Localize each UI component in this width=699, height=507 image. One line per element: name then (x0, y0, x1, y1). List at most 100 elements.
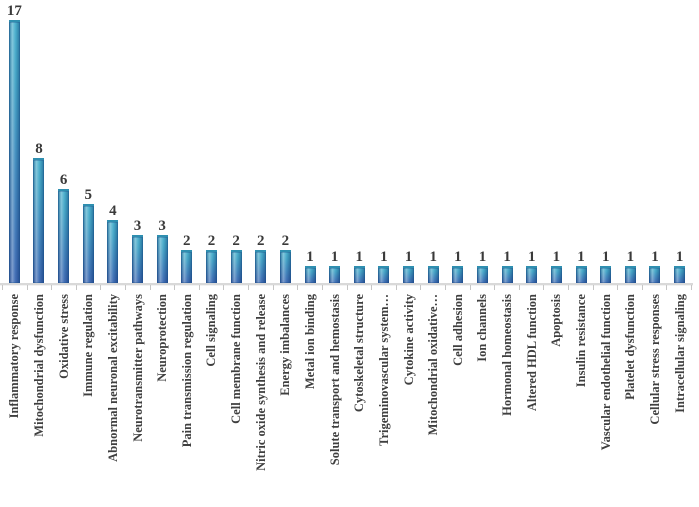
category-label-cell: Oxidative stress (51, 291, 76, 507)
category-label: Pain transmission regulation (179, 294, 194, 448)
category-label: Abnormal neuronal excitability (105, 294, 120, 462)
category-label-cell: Cytoskeletal structure (347, 291, 372, 507)
category-label-cell: Cell adhesion (446, 291, 471, 507)
bar-slot: 1 (298, 0, 323, 283)
bar-value-label: 1 (454, 249, 462, 265)
plot-area: 17 8 6 5 4 3 3 2 2 2 2 2 1 1 1 1 1 1 1 1 1 1 1 1 1 1 1 1 (2, 0, 692, 283)
x-axis-ticks (2, 285, 693, 290)
bar-value-label: 1 (503, 249, 511, 265)
bar-slot: 8 (27, 0, 52, 283)
bar (181, 250, 193, 283)
bar-slot: 1 (421, 0, 446, 283)
axis-tick (471, 285, 496, 290)
bar-value-label: 1 (380, 249, 388, 265)
bar (329, 266, 341, 283)
bar-slot: 1 (667, 0, 692, 283)
category-label: Oxidative stress (56, 294, 71, 379)
axis-tick (544, 285, 570, 290)
bar-slot: 6 (51, 0, 76, 283)
bar-slot: 2 (273, 0, 298, 283)
category-label: Insulin resistance (574, 294, 589, 388)
category-label-cell: Hormonal homeostasis (495, 291, 520, 507)
bar-slot: 1 (322, 0, 347, 283)
bar-value-label: 1 (355, 249, 364, 265)
category-label: Nitric oxide synthesis and release (253, 294, 268, 471)
category-label-cell: Nitric oxide synthesis and release (248, 291, 273, 507)
bar (674, 266, 686, 283)
axis-tick (643, 285, 668, 290)
bar-slot: 17 (2, 0, 27, 283)
category-label: Apoptosis (549, 294, 564, 347)
bar-value-label: 2 (281, 233, 290, 249)
category-label: Ion channels (475, 294, 490, 362)
bar-slot: 1 (396, 0, 421, 283)
category-label: Platelet dysfunction (623, 294, 638, 400)
bar (624, 266, 636, 283)
bar-value-label: 1 (429, 249, 437, 265)
category-label-cell: Pain transmission regulation (174, 291, 199, 507)
bar (156, 235, 168, 283)
bar-slot: 1 (372, 0, 397, 283)
bar (33, 158, 45, 283)
bar-slot: 1 (495, 0, 520, 283)
bar-slot: 1 (519, 0, 544, 283)
bar-value-label: 17 (6, 3, 22, 19)
bar (452, 266, 464, 283)
bar (403, 266, 415, 283)
category-label-cell: Cell membrane function (224, 291, 249, 507)
bar-value-label: 3 (133, 218, 142, 234)
bar-value-label: 4 (109, 203, 117, 219)
category-label-cell: Altered HDL function (519, 291, 544, 507)
category-label: Neuroprotection (155, 294, 170, 382)
bar (550, 266, 562, 283)
bar-slot: 1 (569, 0, 594, 283)
x-axis-labels: Inflammatory response Mitochondrial dysfu… (2, 291, 692, 507)
category-label-cell: Neuroprotection (150, 291, 175, 507)
category-label: Altered HDL function (524, 294, 539, 412)
bar (205, 250, 217, 283)
category-label: Solute transport and hemostasis (327, 294, 342, 466)
bar-slot: 3 (125, 0, 150, 283)
bar (255, 250, 267, 283)
category-label-cell: Neurotransmitter pathways (125, 291, 150, 507)
bar-value-label: 6 (59, 172, 68, 188)
category-label-cell: Mitochondrial dysfunction (27, 291, 52, 507)
axis-tick (151, 285, 176, 290)
bar-value-label: 2 (207, 233, 216, 249)
axis-tick (126, 285, 151, 290)
category-label: Inflammatory response (7, 294, 22, 419)
bar-value-label: 2 (256, 233, 265, 249)
bar-slot: 2 (199, 0, 224, 283)
bar (107, 220, 119, 283)
axis-tick (618, 285, 643, 290)
bar-slot: 1 (618, 0, 643, 283)
category-label-cell: Abnormal neuronal excitability (101, 291, 126, 507)
bar (279, 250, 291, 283)
category-label: Mitochondrial oxidative… (426, 294, 441, 436)
axis-tick (594, 285, 619, 290)
bar (476, 266, 488, 283)
bar-slot: 5 (76, 0, 101, 283)
bar-value-label: 2 (232, 233, 240, 249)
bar-slot: 2 (174, 0, 199, 283)
bar (304, 266, 316, 283)
bar-value-label: 1 (306, 249, 314, 265)
category-label: Neurotransmitter pathways (130, 294, 145, 442)
category-label-cell: Cell signaling (199, 291, 224, 507)
axis-tick (274, 285, 299, 290)
axis-tick (569, 285, 594, 290)
x-axis-line (0, 283, 693, 286)
axis-tick (175, 285, 200, 290)
axis-tick (348, 285, 373, 290)
bar-value-label: 1 (651, 249, 659, 265)
category-label: Cell membrane function (229, 294, 244, 424)
category-label: Metal ion binding (303, 294, 317, 390)
bar-value-label: 1 (577, 249, 585, 265)
bar-value-label: 1 (626, 249, 635, 265)
bar-slot: 1 (593, 0, 618, 283)
category-label-cell: Cytokine activity (396, 291, 421, 507)
axis-tick (28, 285, 53, 290)
category-label-cell: Metal ion binding (298, 291, 323, 507)
bar-value-label: 1 (552, 249, 561, 265)
